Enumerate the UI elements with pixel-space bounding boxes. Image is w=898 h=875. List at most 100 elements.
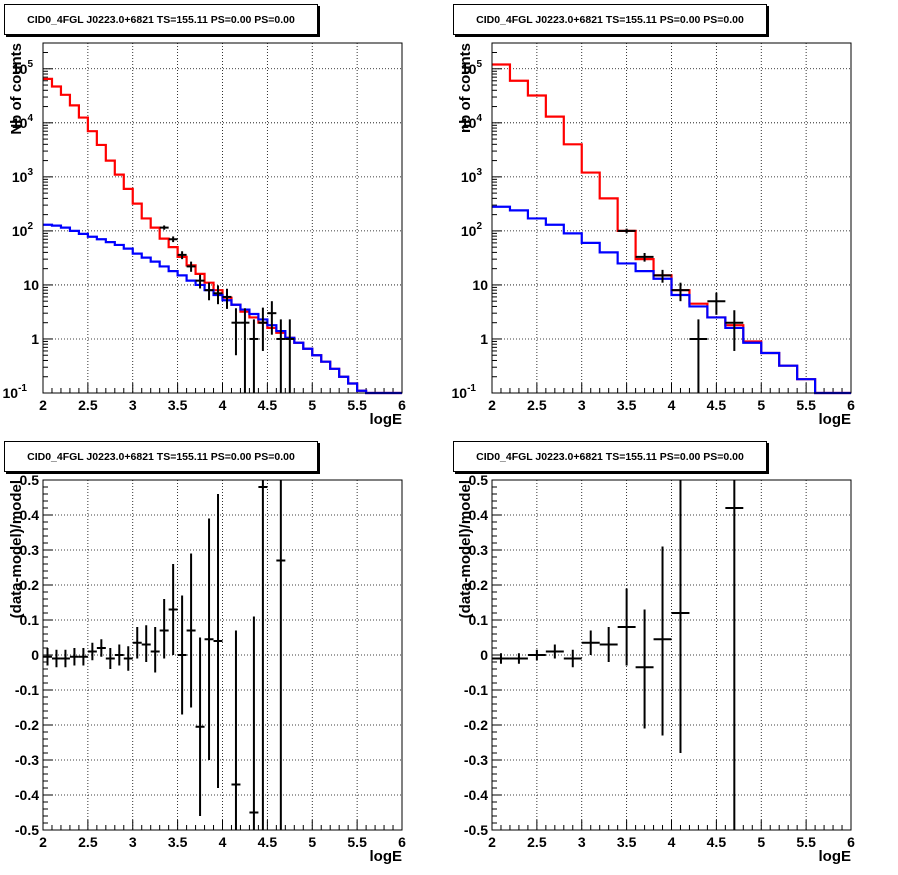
- x-tick-label: 4: [219, 834, 227, 850]
- data-point: [87, 642, 97, 661]
- x-tick-label: 3: [578, 397, 586, 413]
- y-tick-label: 105: [461, 59, 483, 77]
- x-tick-label: 2: [488, 397, 496, 413]
- data-point: [213, 285, 223, 305]
- x-tick-label: 3.5: [617, 397, 637, 413]
- y-tick-label: -0.2: [464, 717, 488, 733]
- pad-counts-left: 2 2.5 3 3.5 4 4.5 5 5.5 6 10-1 1 10 102 103 104 105 logE…: [0, 0, 449, 437]
- data-point: [689, 319, 708, 393]
- x-axis-label: logE: [370, 411, 403, 428]
- data-point: [168, 236, 178, 243]
- x-tick-label: 4.5: [707, 834, 727, 850]
- x-tick-label: 3.5: [617, 834, 637, 850]
- y-tick-label: 0.5: [469, 472, 489, 488]
- pad-residuals-left: 2 2.5 3 3.5 4 4.5 5 5.5 6 -0.5 -0.4 -0.3 -0.2 -0.1 0 0.…: [0, 437, 449, 875]
- y-tick-label: -0.4: [464, 787, 488, 803]
- data-point: [150, 627, 160, 673]
- data-point: [60, 649, 70, 668]
- y-tick-label: 104: [461, 113, 483, 131]
- data-point: [249, 616, 259, 830]
- data-point: [222, 288, 232, 309]
- x-axis-label: logE: [819, 411, 852, 428]
- y-tick-label: 102: [461, 221, 483, 239]
- x-tick-label: 3: [578, 834, 586, 850]
- data-point: [653, 546, 672, 736]
- data-point: [617, 588, 636, 666]
- data-point: [114, 644, 124, 666]
- y-tick-label: -0.3: [464, 752, 488, 768]
- data-point: [213, 494, 223, 788]
- y-tick-label: 0.1: [469, 612, 489, 628]
- data-point: [132, 627, 142, 659]
- y-tick-label: 0.3: [469, 542, 489, 558]
- y-tick-label: 0: [31, 647, 39, 663]
- y-tick-label: 0.1: [20, 612, 40, 628]
- data-point: [177, 251, 187, 260]
- x-tick-label: 6: [847, 834, 855, 850]
- x-tick-label: 2.5: [78, 834, 98, 850]
- y-tick-label: -0.5: [464, 822, 488, 838]
- plot-frame: [491, 42, 852, 394]
- data-point: [285, 319, 295, 393]
- data-point: [725, 480, 744, 830]
- y-tick-label: -0.5: [15, 822, 39, 838]
- plot-frame: [42, 479, 403, 831]
- x-tick-label: 4: [668, 834, 676, 850]
- y-tick-label: 0.4: [469, 507, 489, 523]
- x-tick-label: 3: [129, 397, 137, 413]
- y-tick-label: 103: [461, 167, 483, 185]
- y-axis-label: Nb of counts: [8, 43, 25, 135]
- x-tick-label: 5: [308, 397, 316, 413]
- data-point: [617, 228, 636, 234]
- data-point: [51, 649, 61, 668]
- y-tick-label: 104: [12, 113, 34, 131]
- y-tick-label: 10: [23, 277, 39, 293]
- data-point: [195, 274, 205, 289]
- x-tick-label: 5: [757, 834, 765, 850]
- y-tick-label: -0.1: [15, 682, 39, 698]
- x-tick-label: 4.5: [258, 397, 278, 413]
- data-point: [204, 518, 214, 760]
- y-tick-label: 0: [480, 647, 488, 663]
- data-point: [563, 649, 582, 668]
- x-tick-label: 2.5: [527, 397, 547, 413]
- x-tick-label: 4: [668, 397, 676, 413]
- y-tick-label: 1: [480, 331, 488, 347]
- y-tick-label: 10-1: [452, 383, 477, 401]
- x-tick-label: 2.5: [78, 397, 98, 413]
- data-point: [159, 599, 169, 659]
- data-point: [258, 480, 268, 830]
- data-point: [581, 630, 600, 655]
- data-point: [492, 653, 510, 664]
- data-point: [43, 648, 52, 666]
- data-point: [240, 308, 250, 393]
- data-point: [159, 225, 169, 230]
- y-tick-label: 10: [472, 277, 488, 293]
- chart-title: CID0_4FGL J0223.0+6821 TS=155.11 PS=0.00…: [4, 441, 318, 472]
- x-tick-label: 5.5: [796, 397, 816, 413]
- x-tick-label: 5.5: [347, 834, 367, 850]
- x-tick-label: 4: [219, 397, 227, 413]
- data-point: [231, 308, 241, 356]
- data-point: [177, 595, 187, 715]
- data-point: [671, 282, 690, 302]
- y-axis-label: nb of counts: [457, 43, 474, 133]
- histogram-model: [492, 205, 851, 395]
- y-tick-label: 103: [12, 167, 34, 185]
- x-tick-label: 5: [757, 397, 765, 413]
- data-point: [69, 648, 79, 666]
- x-tick-label: 5.5: [796, 834, 816, 850]
- data-point: [186, 261, 196, 272]
- data-point: [123, 646, 133, 671]
- x-tick-label: 3.5: [168, 834, 188, 850]
- chart-title: CID0_4FGL J0223.0+6821 TS=155.11 PS=0.00…: [4, 4, 318, 35]
- histogram-model: [43, 223, 402, 395]
- data-point: [509, 653, 528, 664]
- y-tick-label: 0.2: [20, 577, 40, 593]
- x-tick-label: 3.5: [168, 397, 188, 413]
- y-tick-label: 1: [31, 331, 39, 347]
- x-tick-label: 2: [39, 834, 47, 850]
- plot-frame: [42, 42, 403, 394]
- data-point: [707, 292, 726, 315]
- chart-title: CID0_4FGL J0223.0+6821 TS=155.11 PS=0.00…: [453, 441, 767, 472]
